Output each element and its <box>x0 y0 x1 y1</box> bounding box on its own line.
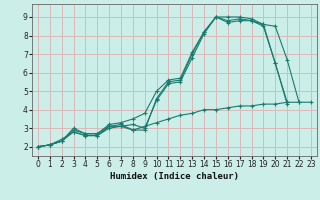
X-axis label: Humidex (Indice chaleur): Humidex (Indice chaleur) <box>110 172 239 181</box>
